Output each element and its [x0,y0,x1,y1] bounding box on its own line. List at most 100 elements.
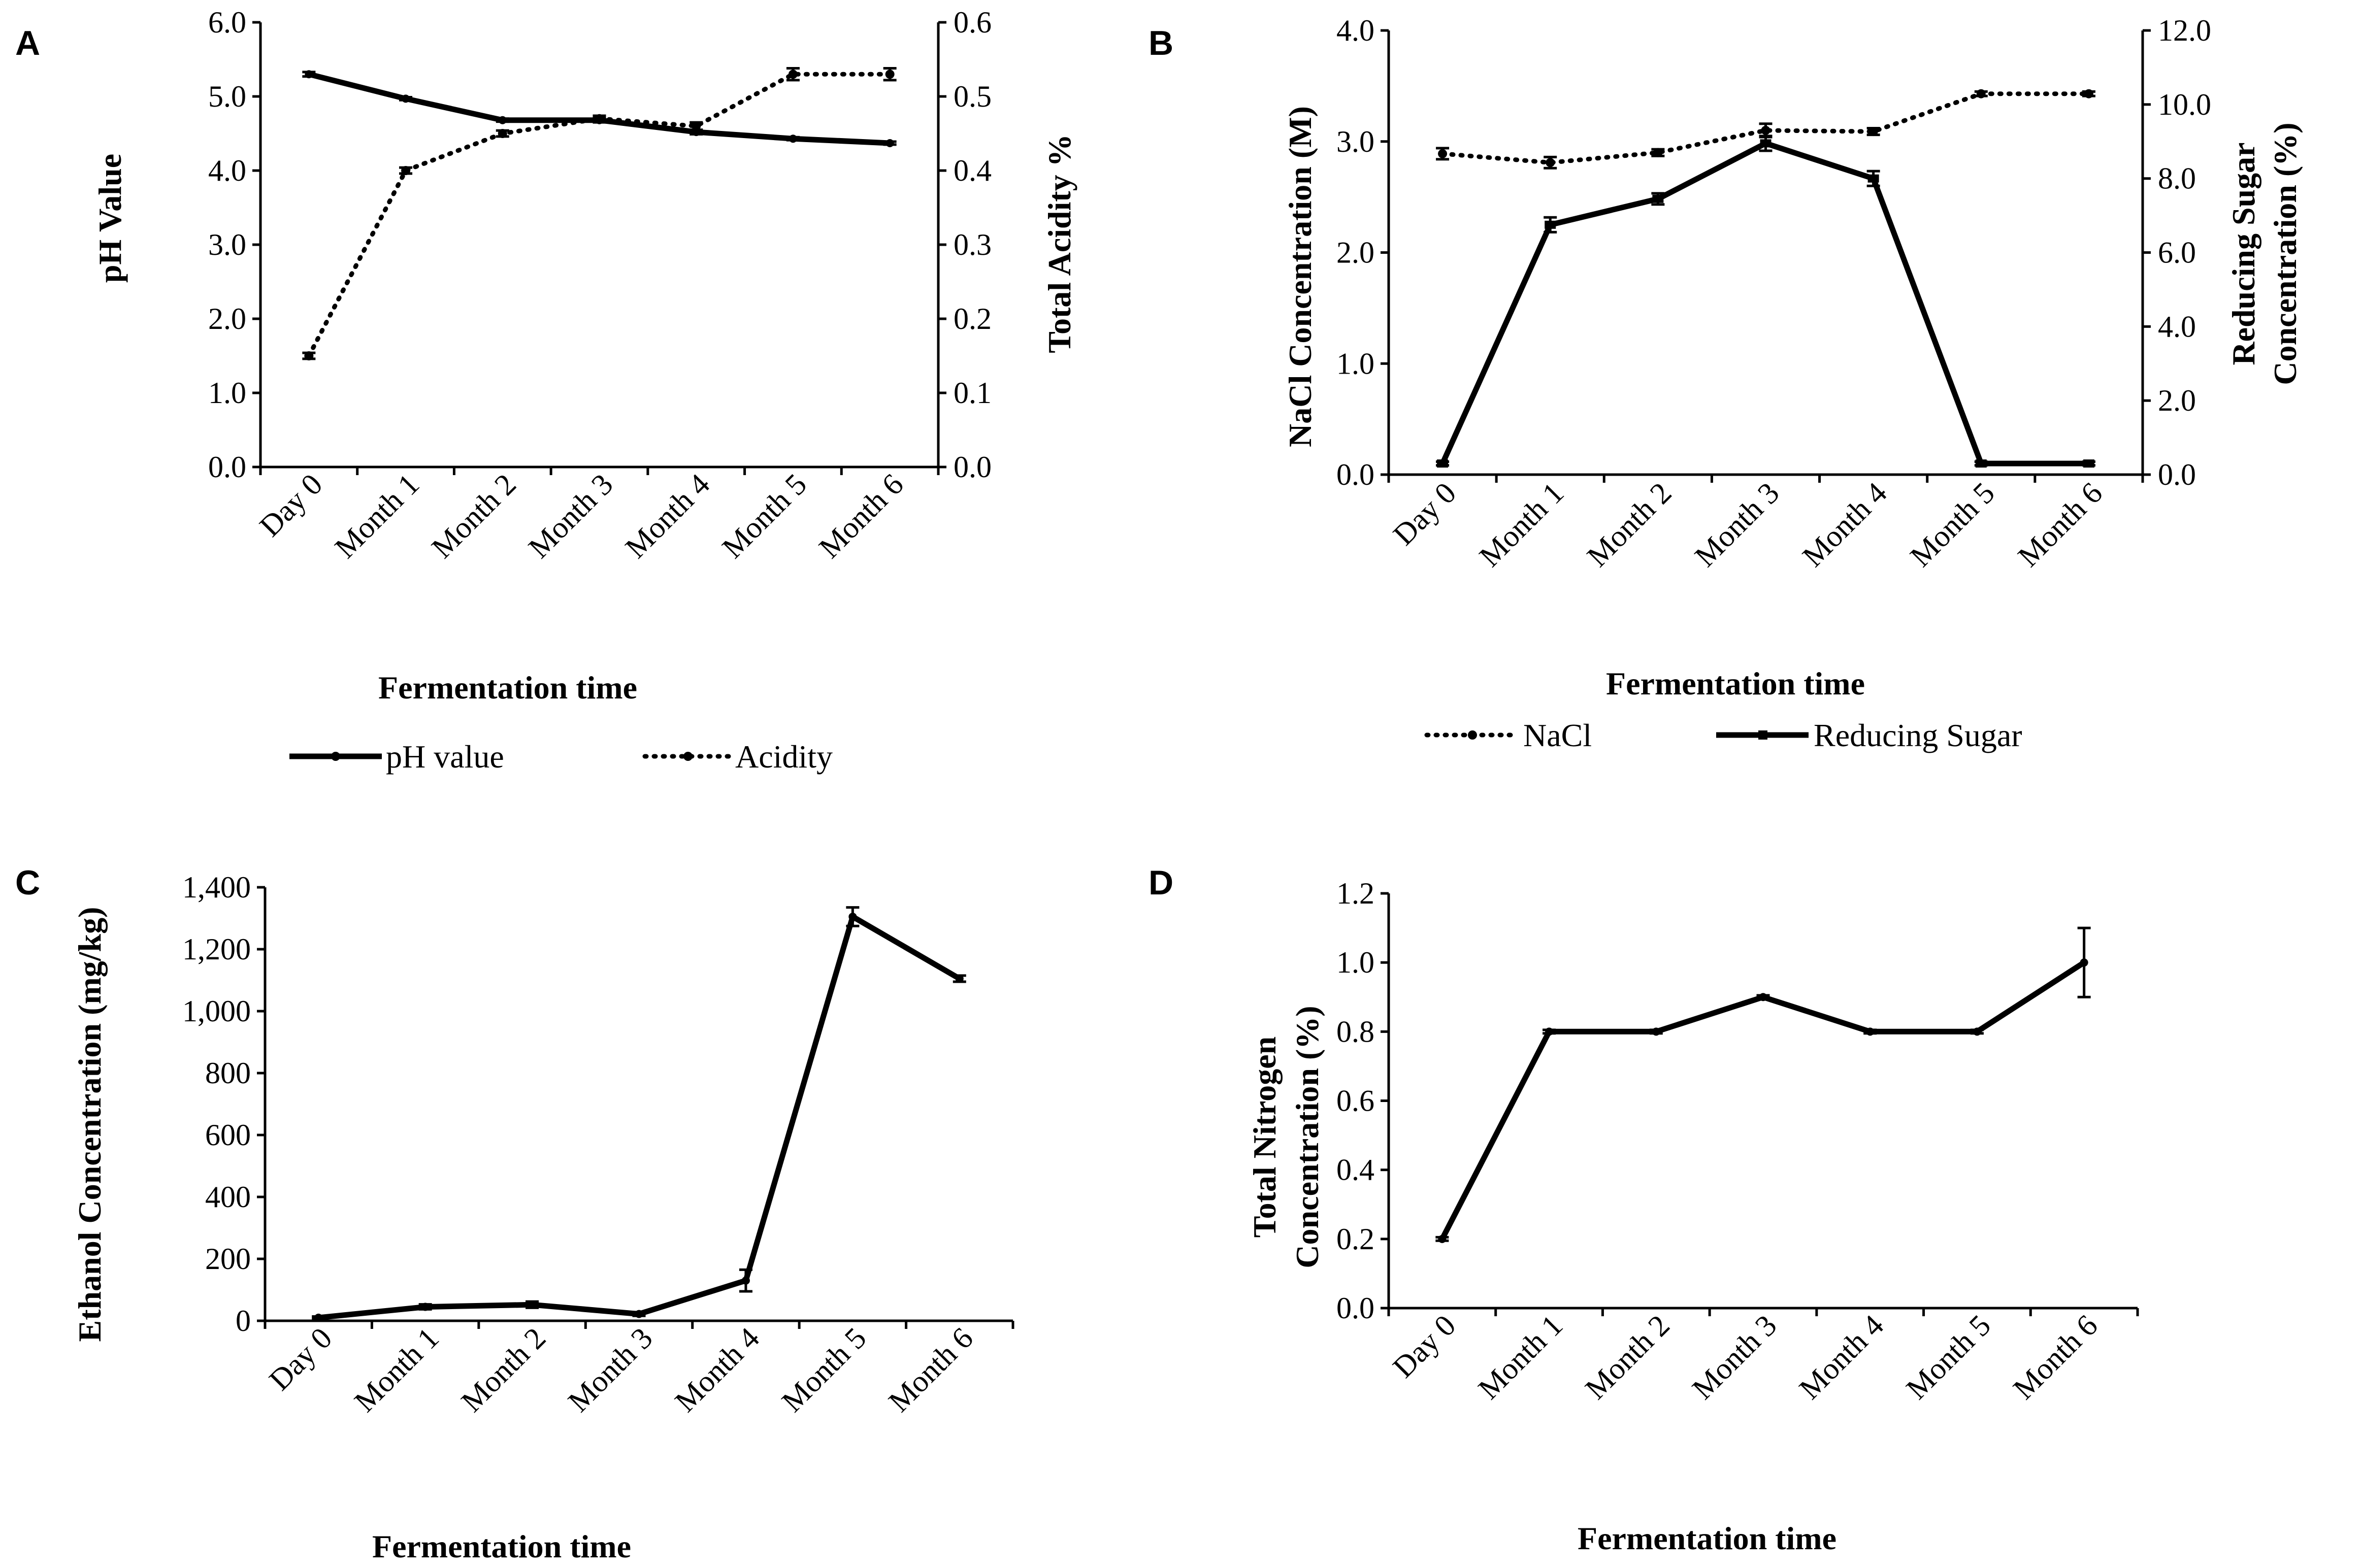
panel-a-series-acidity-point [788,70,798,79]
panel-c-series-ethanol-point [635,1310,643,1318]
panel-d-series-total-nitrogen-point [1438,1235,1447,1243]
panel-b-y-right-tick-label: 6.0 [2158,236,2196,270]
panel-b-series-nacl-point [1438,149,1448,158]
panel-a-x-tick-label: Month 5 [715,468,813,565]
panel-c-x-tick-label: Month 6 [882,1321,979,1419]
panel-a-y-right-tick-label: 0.1 [954,376,992,410]
panel-a-y-right-tick-label: 0.5 [954,80,992,113]
panel-b-x-tick-label: Month 6 [2011,476,2109,574]
panel-a-y-right-tick-label: 0.0 [954,450,992,484]
panel-b-series-nacl-point [2084,89,2093,98]
panel-b-axes: 0.0 1.0 2.0 3.0 4.0 0.0 2.0 4.0 6.0 8.0 10.0 12.0 Da… [1336,14,2211,573]
panel-b-x-tick-label: Month 2 [1581,476,1678,574]
panel-d-y-tick-label: 1.0 [1336,946,1374,979]
panel-b-series-nacl-point [1761,125,1770,135]
panel-c-y-tick-label: 1,000 [182,994,251,1028]
panel-c-x-tick-label: Month 2 [455,1321,552,1419]
panel-a-x-tick-label: Month 6 [812,468,910,565]
panel-b-series-reducing-sugar-line [1440,140,2089,466]
panel-c-x-tick-label: Month 5 [775,1321,873,1419]
panel-d-y-tick-label: 0.8 [1336,1015,1374,1048]
panel-b-x-tick-label: Month 3 [1688,476,1786,574]
panel-a-x-tick-label: Month 2 [425,468,522,565]
legend-nacl-marker [1468,730,1477,740]
panel-b-series-reducing-sugar-point [2083,459,2094,468]
panel-b-x-tick-label: Month 4 [1796,476,1893,574]
panel-d-series-total-nitrogen-line [1439,960,2086,1241]
panel-c-series-ethanol-point [528,1300,537,1309]
panel-d-y-label-line1: Total Nitrogen [1246,1037,1283,1238]
panel-d-x-tick-label: Month 3 [1686,1309,1783,1406]
panel-a-series-acidity-point [692,121,701,131]
legend-ph-marker [331,752,340,761]
panel-c-x-label: Fermentation time [372,1528,631,1564]
legend-ph-label: pH value [386,739,504,775]
panel-b-y-tick-label: 3.0 [1336,125,1374,158]
panel-d-x-tick-label: Month 1 [1472,1309,1569,1406]
panel-a-axes: 0.0 1.0 2.0 3.0 4.0 5.0 6.0 0.0 0.1 0.2 0.3 0.4 0.5 0… [208,6,992,564]
panel-b-marks [1436,89,2095,468]
panel-b-y-right-tick-label: 2.0 [2158,384,2196,417]
panel-c-series-ethanol-line [318,914,961,1321]
panel-b-y-tick-label: 2.0 [1336,236,1374,270]
panel-b-y-tick-label: 4.0 [1336,14,1374,47]
panel-a-series-acidity-point [304,351,314,360]
panel-b-y-right-tick-label: 12.0 [2158,14,2211,47]
panel-d-axes: 0.0 0.2 0.4 0.6 0.8 1.0 1.2 Day 0 Month 1 Month 2… [1336,877,2139,1406]
panel-b: B 0.0 1.0 2.0 3.0 4.0 0.0 2.0 4.0 6.0 8.0 10.0 12.0… [1149,14,2303,753]
panel-c-marks [312,906,966,1322]
panel-b-x-tick-label: Month 5 [1904,476,2001,574]
panel-b-series-reducing-sugar-point [1545,220,1556,229]
panel-c-y-tick-label: 0 [236,1304,251,1338]
panel-b-y-label: NaCl Concentration (M) [1282,106,1318,447]
panel-c-letter: C [15,863,40,902]
panel-c-y-tick-label: 200 [205,1242,251,1276]
panel-b-y-tick-label: 1.0 [1336,347,1374,380]
panel-d-y-tick-label: 0.6 [1336,1084,1374,1118]
panel-d-series-total-nitrogen-point [1866,1027,1875,1036]
panel-d-series-total-nitrogen-point [1652,1027,1660,1036]
panel-d-letter: D [1149,863,1173,902]
panel-b-y-tick-label: 0.0 [1336,458,1374,491]
legend-sugar-marker [1758,730,1767,740]
panel-b-y-right-tick-label: 4.0 [2158,310,2196,343]
panel-a-y-tick-label: 4.0 [208,154,246,187]
panel-d-y-tick-label: 1.2 [1336,877,1374,910]
panel-a-y-tick-label: 6.0 [208,6,246,39]
panel-a-y-tick-label: 0.0 [208,450,246,484]
panel-b-series-nacl-point [1653,148,1663,157]
panel-c-series-ethanol-point [314,1313,323,1322]
panel-d-x-tick-label: Month 5 [1899,1309,1997,1406]
panel-b-y-right-tick-label: 8.0 [2158,162,2196,195]
panel-d-x-tick-label: Day 0 [1386,1309,1462,1384]
panel-c-series-ethanol-point [741,1276,750,1285]
legend-acidity-label: Acidity [735,739,833,775]
panel-b-y-right-tick-label: 10.0 [2158,88,2211,121]
panel-a-y-right-tick-label: 0.6 [954,6,992,39]
panel-a-legend: pH value Acidity [289,739,833,775]
panel-b-series-nacl-point [1546,158,1555,168]
panel-c-y-tick-label: 1,200 [182,932,251,966]
panel-d-y-tick-label: 0.0 [1336,1291,1374,1325]
panel-c-series-ethanol-point [848,912,857,921]
panel-c-y-tick-label: 800 [205,1056,251,1090]
panel-a-marks [302,67,897,360]
panel-b-series-nacl-point [1976,89,1986,98]
panel-b-series-reducing-sugar-point [1975,459,1987,468]
panel-b-letter: B [1149,24,1173,62]
panel-a-x-label: Fermentation time [378,670,637,706]
panel-a-y-label-right: Total Acidity % [1041,134,1077,353]
panel-d-series-total-nitrogen-point [2080,958,2088,967]
panel-a-series-acidity-point [498,129,507,138]
panel-d-series-total-nitrogen-point [1973,1027,1981,1036]
panel-a-y-tick-label: 2.0 [208,302,246,336]
panel-a-series-ph-value-point [402,94,410,103]
panel-c-x-tick-label: Month 3 [562,1321,659,1419]
panel-a-series-ph-value-point [498,116,507,124]
panel-d-y-tick-label: 0.2 [1336,1222,1374,1256]
panel-a-x-tick-label: Month 4 [619,468,716,565]
panel-b-x-label: Fermentation time [1606,665,1865,702]
panel-a: A 0.01.02.03.04.05.06.00.00.10.20.30.40.… [15,6,1077,775]
panel-d-x-label: Fermentation time [1578,1520,1836,1556]
